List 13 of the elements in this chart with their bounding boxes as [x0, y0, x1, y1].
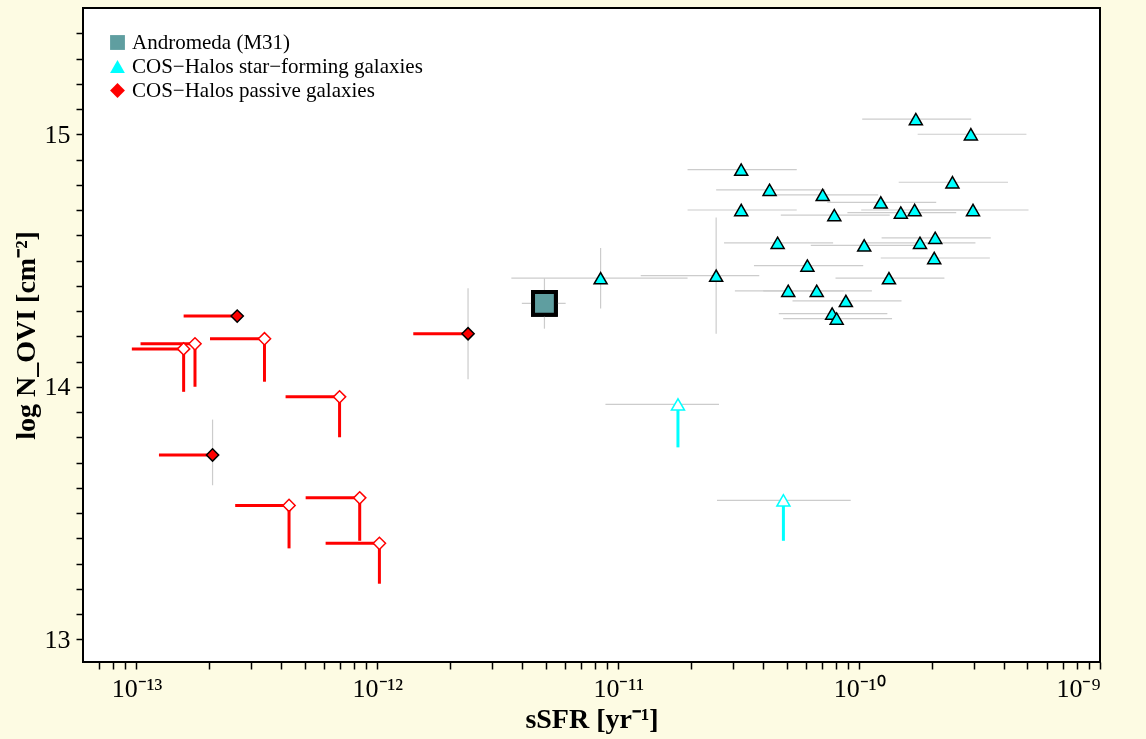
- y-axis-title: log N_OVI [cm⁻²]: [9, 231, 41, 440]
- y-tick-label: 14: [44, 372, 71, 402]
- legend-label: COS−Halos passive galaxies: [132, 77, 375, 102]
- x-tick-label: 10⁻¹⁰: [833, 673, 886, 703]
- legend-label: COS−Halos star−forming galaxies: [132, 53, 423, 78]
- x-tick-label: 10⁻¹³: [111, 673, 163, 703]
- x-tick-label: 10⁻¹¹: [593, 673, 645, 703]
- y-tick-label: 15: [44, 119, 71, 149]
- x-tick-label: 10⁻⁹: [1056, 673, 1101, 703]
- x-axis-title: sSFR [yr⁻¹]: [525, 702, 659, 734]
- legend-label: Andromeda (M31): [132, 29, 291, 54]
- x-tick-label: 10⁻¹²: [352, 673, 404, 703]
- y-tick-label: 13: [44, 624, 71, 654]
